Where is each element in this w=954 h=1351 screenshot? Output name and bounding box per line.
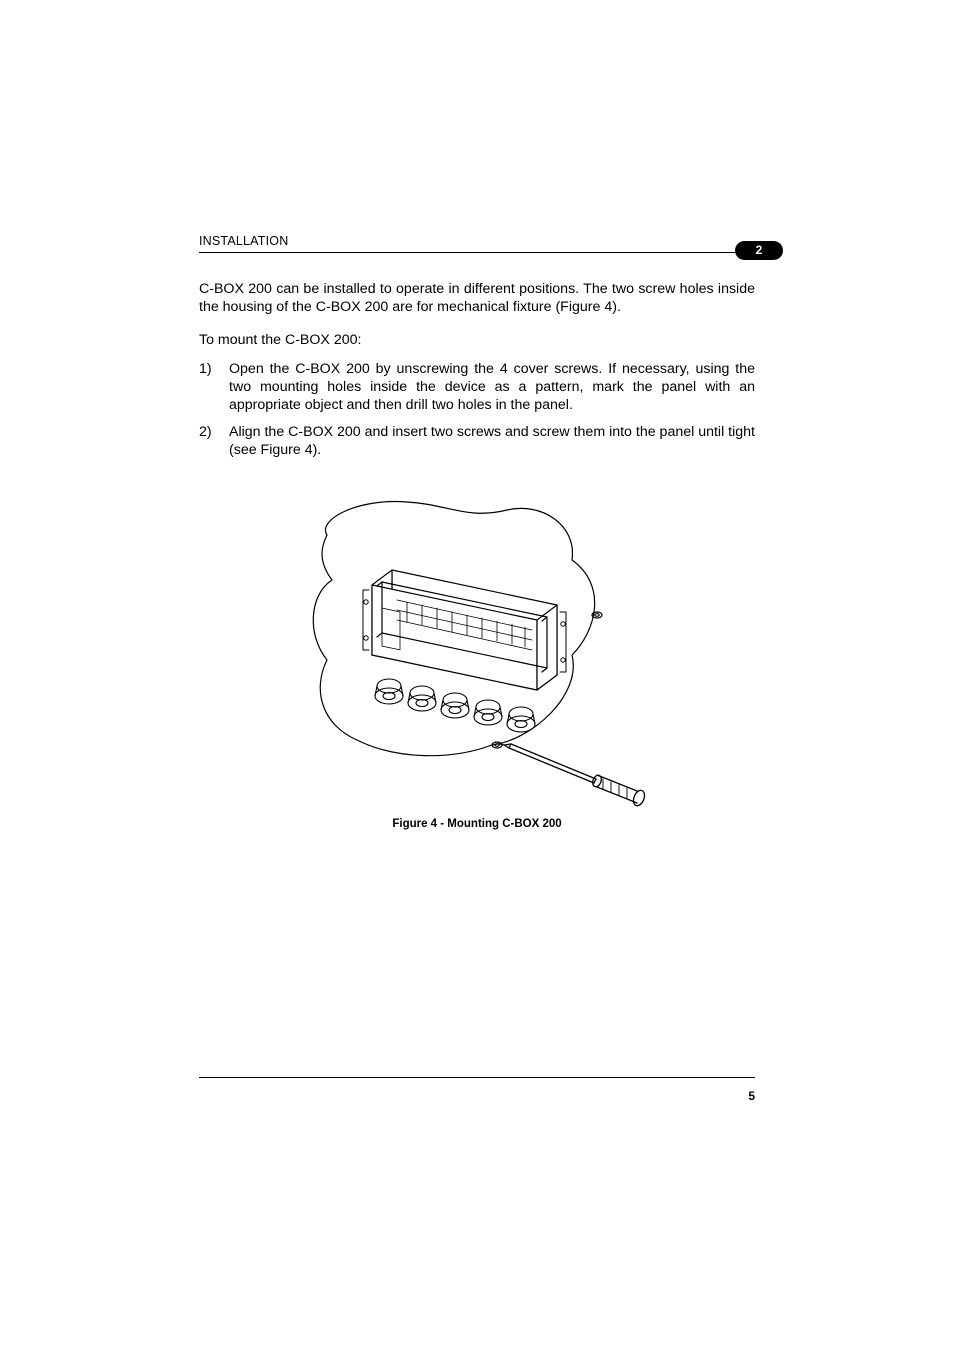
lead-in-paragraph: To mount the C-BOX 200: xyxy=(199,332,755,350)
header-title: INSTALLATION xyxy=(199,234,288,248)
page-header: INSTALLATION xyxy=(199,232,755,254)
mounting-figure xyxy=(297,490,657,815)
list-number: 2) xyxy=(199,424,229,460)
figure-caption: Figure 4 - Mounting C-BOX 200 xyxy=(199,818,755,830)
list-text: Align the C-BOX 200 and insert two screw… xyxy=(229,424,755,460)
list-item-1: 1) Open the C-BOX 200 by unscrewing the … xyxy=(199,361,755,414)
list-item-2: 2) Align the C-BOX 200 and insert two sc… xyxy=(199,424,755,460)
footer-rule xyxy=(199,1077,755,1078)
intro-paragraph: C-BOX 200 can be installed to operate in… xyxy=(199,281,755,317)
list-number: 1) xyxy=(199,361,229,414)
list-text: Open the C-BOX 200 by unscrewing the 4 c… xyxy=(229,361,755,414)
page-content: INSTALLATION 2 C-BOX 200 can be installe… xyxy=(199,0,755,1351)
header-rule xyxy=(199,252,755,253)
chapter-number-badge: 2 xyxy=(735,241,783,260)
mounting-diagram-svg xyxy=(297,490,657,810)
page-number: 5 xyxy=(748,1089,755,1103)
